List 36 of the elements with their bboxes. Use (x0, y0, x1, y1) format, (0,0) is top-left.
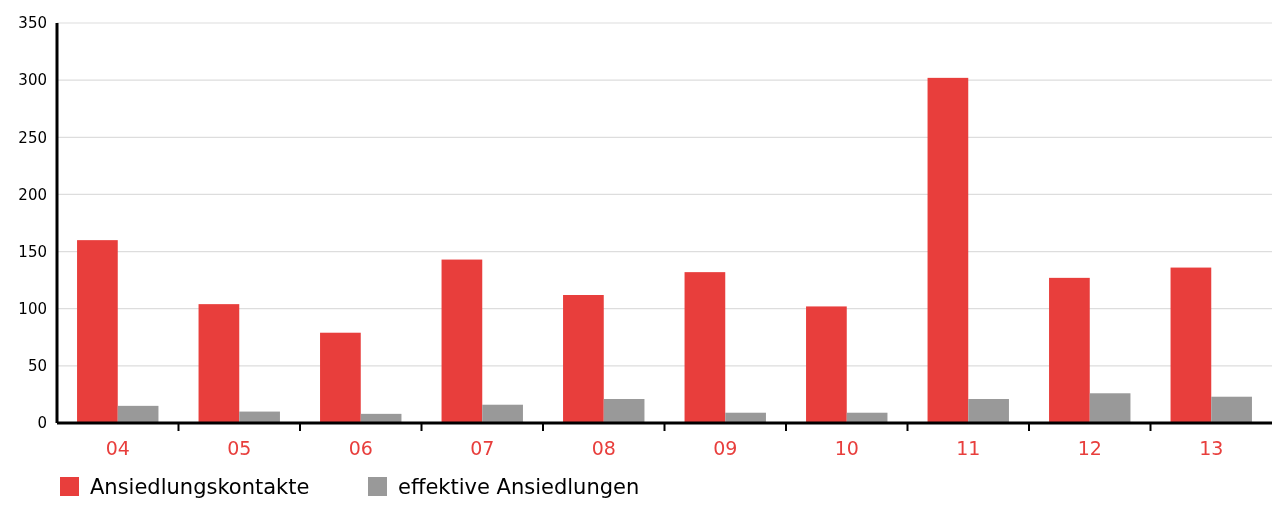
bar (482, 404, 523, 423)
bar (684, 272, 726, 423)
x-tick-label: 13 (1199, 437, 1224, 459)
bar (320, 332, 361, 423)
bar (1049, 277, 1090, 423)
x-tick-label: 12 (1077, 437, 1102, 459)
bar (603, 399, 645, 423)
y-tick-label: 200 (18, 185, 47, 204)
bar (968, 399, 1009, 423)
bar (117, 405, 159, 423)
y-tick-label: 350 (18, 14, 47, 33)
x-tick-label: 07 (470, 437, 495, 459)
bar (806, 306, 847, 423)
bar (1170, 267, 1212, 423)
y-tick-label: 50 (27, 357, 47, 376)
x-tick-label: 11 (956, 437, 981, 459)
x-tick-label: 05 (227, 437, 252, 459)
bar (1211, 396, 1252, 423)
bar (927, 77, 969, 423)
bar (563, 295, 604, 423)
y-tick-label: 300 (18, 71, 47, 90)
legend-label: Ansiedlungskontakte (90, 475, 310, 499)
legend-label: effektive Ansiedlungen (398, 475, 640, 499)
y-tick-label: 100 (18, 299, 47, 318)
bar (1089, 393, 1131, 423)
x-tick-label: 09 (713, 437, 738, 459)
bar (441, 259, 483, 423)
x-tick-label: 06 (348, 437, 373, 459)
bar (198, 304, 240, 423)
y-tick-label: 250 (18, 128, 47, 147)
bar (77, 240, 118, 423)
x-tick-label: 04 (105, 437, 130, 459)
x-tick-label: 08 (591, 437, 616, 459)
x-tick-label: 10 (834, 437, 859, 459)
y-tick-label: 0 (37, 414, 47, 433)
y-tick-label: 150 (18, 242, 47, 261)
